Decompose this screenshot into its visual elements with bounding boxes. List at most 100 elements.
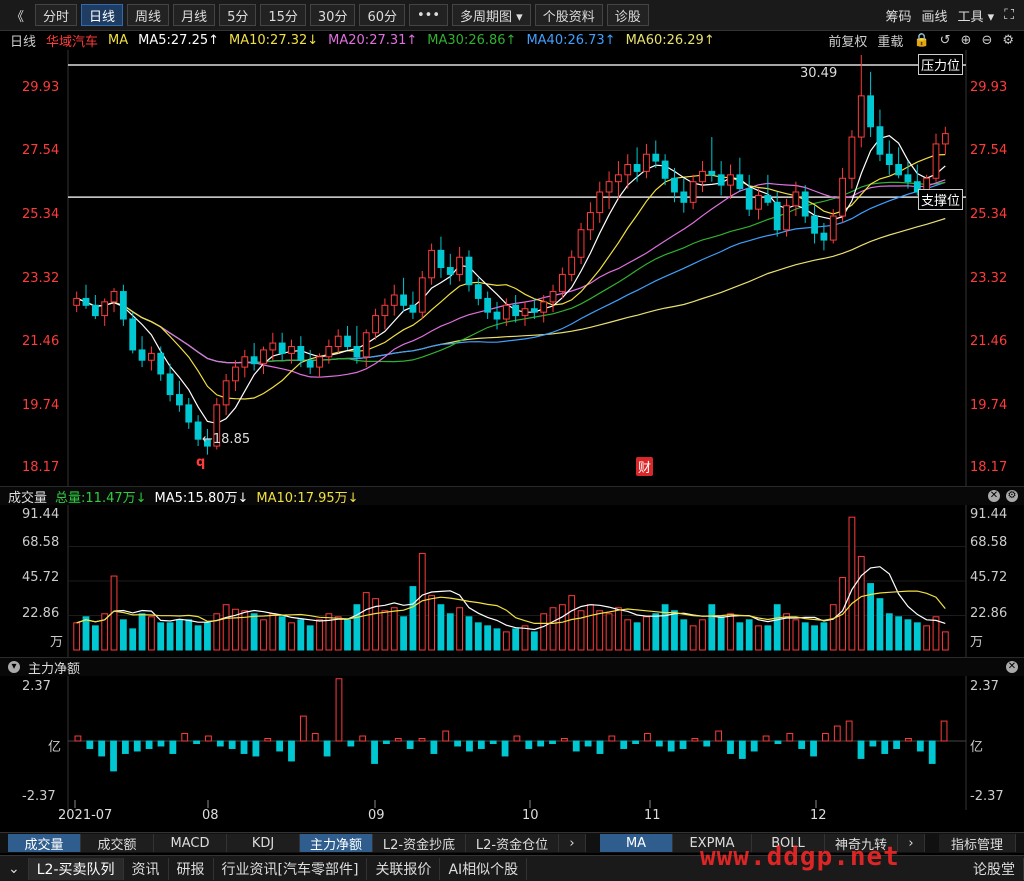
date-tick: 2021-07 bbox=[58, 808, 113, 823]
stock-info-button[interactable]: 个股资料 bbox=[534, 4, 603, 26]
volume-bar bbox=[129, 628, 137, 651]
event-marker-q[interactable]: q bbox=[196, 455, 206, 470]
volume-bar bbox=[941, 631, 949, 651]
tab-ma[interactable]: MA bbox=[600, 834, 673, 852]
volume-bar bbox=[353, 604, 361, 651]
period-tab-30min[interactable]: 30分 bbox=[309, 4, 356, 26]
tools-dropdown[interactable]: 工具 ▾ bbox=[957, 9, 995, 25]
net-flow-bar bbox=[418, 738, 426, 742]
candle-body bbox=[661, 160, 669, 179]
candle-body bbox=[446, 267, 454, 275]
tab-magic-nine[interactable]: 神奇九转 bbox=[825, 834, 898, 853]
tab-news[interactable]: 资讯 bbox=[124, 857, 169, 880]
volume-bar bbox=[465, 616, 473, 651]
volume-unit: 万 bbox=[970, 635, 984, 650]
candle-body bbox=[530, 308, 538, 313]
chevron-right-icon[interactable]: › bbox=[898, 834, 925, 852]
volume-bar bbox=[493, 628, 501, 651]
period-tab-monthly[interactable]: 月线 bbox=[173, 4, 216, 26]
tab-boll[interactable]: BOLL bbox=[752, 834, 825, 852]
resistance-label[interactable]: 压力位 bbox=[918, 54, 964, 75]
tab-research[interactable]: 研报 bbox=[169, 857, 214, 880]
undo-icon[interactable]: ↺ bbox=[939, 32, 951, 48]
candle-body bbox=[334, 335, 342, 347]
period-tab-fenshi[interactable]: 分时 bbox=[35, 4, 78, 26]
period-tab-5min[interactable]: 5分 bbox=[219, 4, 257, 26]
close-icon[interactable]: ✕ bbox=[1006, 661, 1018, 673]
tab-l2-queue[interactable]: L2-买卖队列 bbox=[28, 857, 124, 880]
period-tab-weekly[interactable]: 周线 bbox=[127, 4, 170, 26]
tab-ai-similar[interactable]: AI相似个股 bbox=[440, 857, 528, 880]
period-tab-daily[interactable]: 日线 bbox=[81, 4, 124, 26]
tab-l2-bottom[interactable]: L2-资金抄底 bbox=[373, 834, 466, 853]
zoom-out-icon[interactable]: ⊖ bbox=[981, 32, 993, 48]
net-flow-bar bbox=[703, 740, 711, 747]
more-periods-button[interactable]: ••• bbox=[409, 4, 449, 26]
adjust-button[interactable]: 前复权 bbox=[828, 34, 868, 50]
candle-body bbox=[699, 170, 706, 183]
tab-net-flow[interactable]: 主力净额 bbox=[300, 834, 373, 853]
fullscreen-icon[interactable]: ⛶ bbox=[1004, 7, 1014, 23]
tab-forum[interactable]: 论股堂 bbox=[965, 857, 1024, 880]
tab-expma[interactable]: EXPMA bbox=[673, 834, 752, 852]
net-flow-bar bbox=[193, 740, 200, 744]
net-flow-bar bbox=[169, 740, 177, 754]
ma-label[interactable]: MA bbox=[108, 32, 129, 48]
volume-bar bbox=[717, 616, 725, 651]
diagnose-button[interactable]: 诊股 bbox=[606, 4, 649, 26]
back-button[interactable]: 《 bbox=[11, 9, 25, 25]
volume-bar bbox=[913, 622, 921, 651]
net-flow-bar bbox=[513, 735, 521, 742]
net-flow-bar bbox=[916, 740, 924, 752]
period-tab-60min[interactable]: 60分 bbox=[359, 4, 405, 26]
chips-button[interactable]: 筹码 bbox=[885, 9, 912, 25]
tab-volume[interactable]: 成交量 bbox=[8, 834, 81, 853]
volume-bar bbox=[250, 613, 258, 651]
volume-title[interactable]: 成交量 bbox=[8, 490, 48, 506]
candle-body bbox=[176, 394, 183, 406]
tab-turnover[interactable]: 成交额 bbox=[81, 834, 154, 853]
price-tick: 25.34 bbox=[970, 207, 1008, 222]
lock-icon[interactable]: 🔒 bbox=[913, 32, 930, 48]
candle-body bbox=[456, 256, 464, 275]
multi-period-dropdown[interactable]: 多周期图 ▾ bbox=[452, 4, 531, 26]
period-tab-15min[interactable]: 15分 bbox=[260, 4, 306, 26]
tab-industry-news[interactable]: 行业资讯[汽车零部件] bbox=[214, 857, 368, 880]
tab-l2-position[interactable]: L2-资金仓位 bbox=[466, 834, 559, 853]
reload-button[interactable]: 重载 bbox=[877, 34, 904, 50]
candle-body bbox=[633, 164, 641, 172]
indicator-manage-button[interactable]: 指标管理 bbox=[939, 834, 1016, 853]
volume-bar bbox=[428, 595, 436, 651]
tab-macd[interactable]: MACD bbox=[154, 834, 227, 852]
volume-bar bbox=[474, 622, 482, 651]
support-label[interactable]: 支撑位 bbox=[918, 189, 964, 210]
net-flow-bar bbox=[928, 740, 936, 764]
candle-body bbox=[278, 342, 286, 354]
candle-body bbox=[708, 170, 716, 176]
candle-body bbox=[689, 181, 697, 203]
volume-bar bbox=[530, 631, 538, 651]
settings-icon[interactable]: ⚙ bbox=[1002, 32, 1014, 48]
candle-body bbox=[110, 291, 118, 303]
candle-body bbox=[605, 181, 613, 193]
close-icon[interactable]: ✕ bbox=[988, 490, 1000, 502]
gear-icon[interactable]: ⚙ bbox=[1006, 490, 1018, 502]
candle-body bbox=[502, 304, 510, 320]
expand-icon[interactable]: ⌄ bbox=[0, 857, 29, 880]
price-tick: 19.74 bbox=[970, 398, 1008, 413]
draw-line-button[interactable]: 画线 bbox=[921, 9, 948, 25]
net-flow-bar bbox=[406, 740, 414, 749]
financial-report-marker[interactable]: 财 bbox=[636, 457, 654, 476]
bottom-tab-bar: ⌄ L2-买卖队列 资讯 研报 行业资讯[汽车零部件] 关联报价 AI相似个股 … bbox=[0, 855, 1024, 881]
volume-bar bbox=[801, 622, 809, 651]
collapse-icon[interactable]: ▾ bbox=[8, 661, 20, 673]
net-flow-bar bbox=[110, 740, 117, 772]
tab-kdj[interactable]: KDJ bbox=[227, 834, 300, 852]
tab-related-quotes[interactable]: 关联报价 bbox=[367, 857, 441, 880]
candle-body bbox=[586, 212, 594, 231]
zoom-in-icon[interactable]: ⊕ bbox=[960, 32, 972, 48]
candle-body bbox=[465, 256, 473, 286]
net-flow-title[interactable]: 主力净额 bbox=[28, 661, 81, 677]
kline-chart[interactable] bbox=[0, 0, 1024, 810]
chevron-right-icon[interactable]: › bbox=[559, 834, 586, 852]
